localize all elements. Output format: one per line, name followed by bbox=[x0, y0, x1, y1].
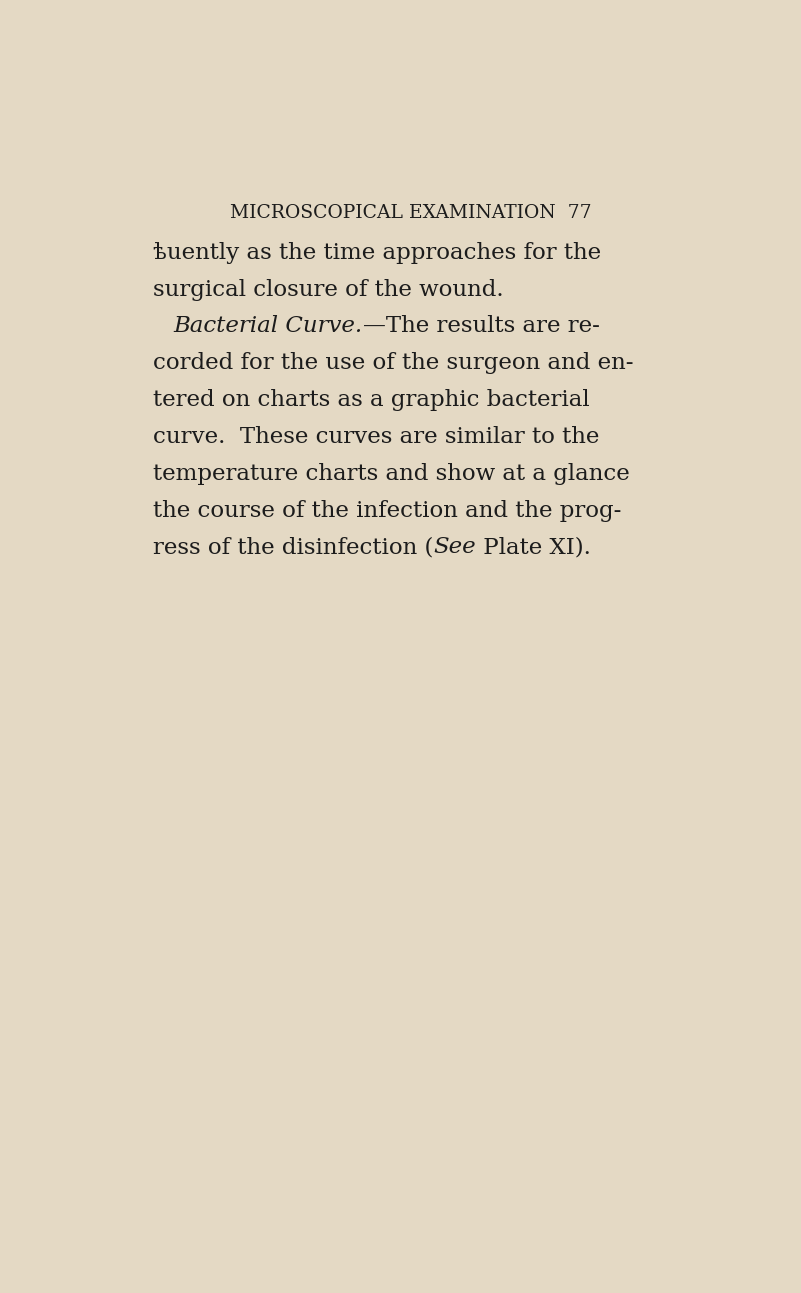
Text: Bacterial Curve.: Bacterial Curve. bbox=[173, 315, 363, 337]
Text: ѣuently as the time approaches for the: ѣuently as the time approaches for the bbox=[153, 242, 601, 264]
Text: —The results are re-: —The results are re- bbox=[363, 315, 599, 337]
Text: tered on charts as a graphic bacterial: tered on charts as a graphic bacterial bbox=[153, 389, 590, 411]
Text: Plate XI).: Plate XI). bbox=[476, 537, 591, 559]
Text: ress of the disinfection (: ress of the disinfection ( bbox=[153, 537, 433, 559]
Text: surgical closure of the wound.: surgical closure of the wound. bbox=[153, 278, 504, 300]
Text: See: See bbox=[433, 537, 476, 559]
Text: corded for the use of the surgeon and en-: corded for the use of the surgeon and en… bbox=[153, 352, 634, 374]
Text: temperature charts and show at a glance: temperature charts and show at a glance bbox=[153, 463, 630, 485]
Text: the course of the infection and the prog-: the course of the infection and the prog… bbox=[153, 499, 622, 521]
Text: MICROSCOPICAL EXAMINATION  77: MICROSCOPICAL EXAMINATION 77 bbox=[230, 204, 591, 222]
Text: curve.  These curves are similar to the: curve. These curves are similar to the bbox=[153, 425, 599, 447]
